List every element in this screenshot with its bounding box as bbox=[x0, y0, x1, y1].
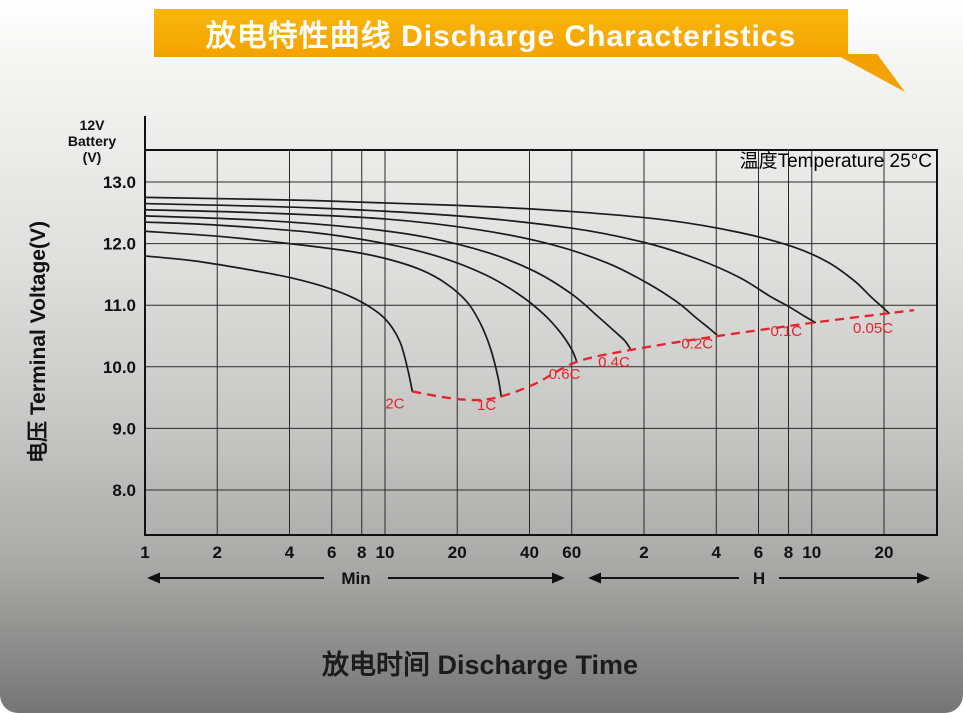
title-banner: 放电特性曲线 Discharge Characteristics bbox=[154, 9, 848, 57]
x-tick-label-hour: 4 bbox=[712, 543, 722, 562]
curve-label-2C: 2C bbox=[385, 396, 404, 413]
curve-0.1C bbox=[144, 202, 817, 324]
y-tick-label: 9.0 bbox=[112, 419, 136, 438]
curve-label-0.6C: 0.6C bbox=[549, 366, 581, 383]
hours-arrowhead-right bbox=[917, 572, 930, 584]
x-tick-label-min: 6 bbox=[327, 543, 336, 562]
x-tick-label-min: 10 bbox=[376, 543, 395, 562]
curve-0.6C bbox=[144, 221, 578, 363]
x-tick-label-min: 4 bbox=[285, 543, 295, 562]
minutes-arrowhead-left bbox=[147, 572, 160, 584]
page-title: 放电特性曲线 Discharge Characteristics bbox=[205, 20, 797, 53]
hours-arrowhead-left bbox=[588, 572, 601, 584]
curve-label-0.4C: 0.4C bbox=[598, 354, 630, 371]
banner-tail-icon bbox=[835, 54, 905, 92]
minutes-range-label: Min bbox=[341, 569, 370, 588]
unit-line-3: (V) bbox=[82, 149, 102, 166]
curve-0.05C bbox=[144, 196, 890, 315]
x-tick-label-hour: 6 bbox=[754, 543, 763, 562]
x-tick-label-min: 40 bbox=[520, 543, 539, 562]
minutes-arrowhead-right bbox=[552, 572, 565, 584]
x-tick-label-hour: 2 bbox=[639, 543, 648, 562]
y-tick-label: 13.0 bbox=[103, 173, 136, 192]
x-axis-title: 放电时间 Discharge Time bbox=[321, 650, 639, 680]
unit-line-1: 12V bbox=[79, 117, 105, 133]
x-tick-label-hour: 20 bbox=[875, 543, 894, 562]
y-tick-label: 11.0 bbox=[104, 296, 136, 315]
x-tick-label-hour: 8 bbox=[784, 543, 793, 562]
curve-2C bbox=[144, 255, 414, 393]
plot-border bbox=[144, 149, 938, 536]
y-tick-label: 8.0 bbox=[112, 481, 136, 500]
cutoff-dashed-line bbox=[412, 308, 915, 402]
curve-label-0.05C: 0.05C bbox=[853, 320, 893, 337]
temperature-annotation: 温度Temperature 25°C bbox=[739, 151, 932, 172]
curve-0.4C bbox=[144, 215, 632, 352]
unit-line-2: Battery bbox=[67, 133, 117, 150]
x-tick-label-hour: 10 bbox=[802, 543, 821, 562]
x-tick-label-min: 8 bbox=[357, 543, 366, 562]
hours-range-label: H bbox=[753, 569, 765, 588]
curve-0.2C bbox=[144, 208, 719, 337]
x-tick-label-min: 1 bbox=[140, 543, 149, 562]
y-tick-label: 10.0 bbox=[103, 358, 136, 377]
x-tick-label-min: 60 bbox=[562, 543, 581, 562]
x-tick-label-min: 2 bbox=[213, 543, 222, 562]
y-axis-unit-label: 12V Battery (V) bbox=[56, 117, 128, 165]
curve-1C bbox=[144, 230, 503, 398]
y-tick-label: 12.0 bbox=[103, 235, 136, 254]
curve-label-1C: 1C bbox=[477, 397, 496, 414]
x-tick-label-min: 20 bbox=[448, 543, 467, 562]
